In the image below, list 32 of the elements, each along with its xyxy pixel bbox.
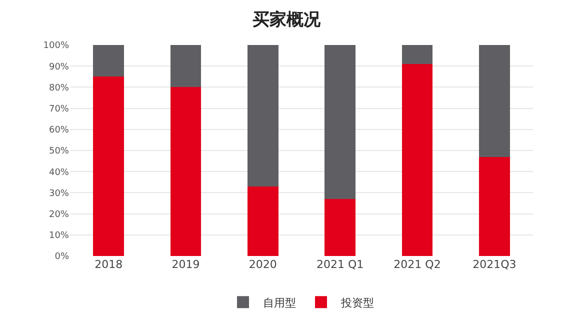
y-tick-label: 100% <box>43 41 70 52</box>
y-tick-label: 30% <box>48 188 70 199</box>
y-tick-label: 80% <box>48 83 70 94</box>
y-tick-label: 40% <box>48 168 70 178</box>
bar <box>478 156 510 256</box>
y-tick-label: 70% <box>48 104 70 114</box>
bar <box>93 76 124 256</box>
bar <box>324 45 356 200</box>
y-tick-label: 0% <box>54 252 70 262</box>
x-tick-label: 2020 <box>248 258 277 271</box>
bar <box>402 64 433 256</box>
y-tick-label: 90% <box>48 62 70 72</box>
x-tick-label: 2021 Q2 <box>394 258 441 271</box>
y-tick-label: 60% <box>48 126 70 136</box>
bar <box>324 199 356 256</box>
bar <box>478 45 510 157</box>
legend-label: 投资型 <box>340 296 374 310</box>
bar <box>170 45 202 88</box>
y-tick-label: 10% <box>48 231 70 242</box>
bar <box>402 45 433 64</box>
legend-label: 自用型 <box>263 296 296 310</box>
x-tick-label: 2018 <box>94 258 123 271</box>
y-tick-label: 50% <box>48 146 70 157</box>
x-tick-label: 2021 Q1 <box>316 258 364 271</box>
x-tick-label: 2021Q3 <box>472 258 516 271</box>
bar <box>247 186 278 256</box>
bar <box>170 87 202 256</box>
y-tick-label: 20% <box>48 210 70 220</box>
bar <box>247 45 278 186</box>
chart-title: 买家概况 <box>252 10 322 30</box>
x-tick-label: 2019 <box>172 258 200 271</box>
bar <box>93 45 124 77</box>
